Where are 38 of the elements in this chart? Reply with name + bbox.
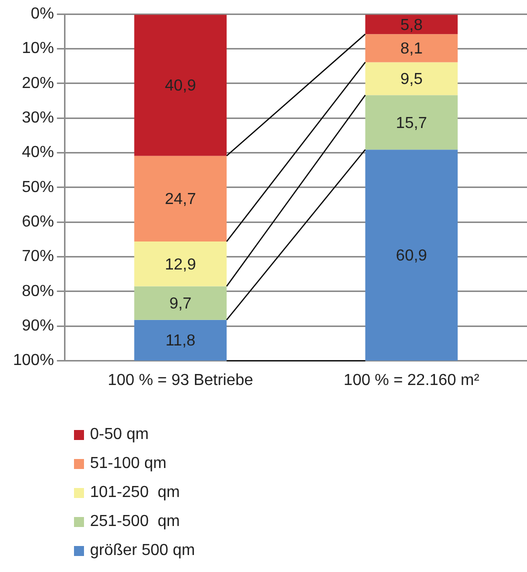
bar <box>365 14 458 34</box>
y-tick-label: 30% <box>22 109 54 126</box>
data-label: 40,9 <box>164 78 196 95</box>
bar <box>134 286 227 320</box>
y-tick-label: 100% <box>13 352 54 370</box>
bar <box>365 62 458 96</box>
legend-label: 251-500 qm <box>90 512 180 530</box>
data-label: 11,8 <box>165 332 196 350</box>
bar <box>134 156 227 242</box>
x-tick-label: 100 % = 22.160 m² <box>344 372 480 389</box>
y-tick-label: 70% <box>22 248 54 266</box>
legend-label: 0-50 qm <box>90 426 149 444</box>
data-label: 24,7 <box>164 191 196 208</box>
data-label: 8,1 <box>400 40 423 58</box>
y-tick-label: 20% <box>22 74 54 92</box>
x-tick-label: 100 % = 93 Betriebe <box>108 372 254 389</box>
bar <box>134 14 227 156</box>
data-label: 15,7 <box>396 114 428 132</box>
bar <box>365 34 458 62</box>
y-tick-label: 40% <box>22 144 54 162</box>
data-label: 9,7 <box>169 295 192 312</box>
data-label: 12,9 <box>164 256 196 274</box>
y-tick-label: 60% <box>22 213 54 230</box>
bar <box>365 95 458 150</box>
y-tick-label: 90% <box>22 318 54 335</box>
bar <box>134 242 227 286</box>
legend-label: größer 500 qm <box>90 542 195 560</box>
bar <box>365 150 458 361</box>
data-label: 60,9 <box>396 248 428 265</box>
y-tick-label: 10% <box>22 40 54 58</box>
y-tick-label: 80% <box>22 282 54 300</box>
data-label: 5,8 <box>400 16 423 34</box>
y-tick-label: 0% <box>30 5 54 22</box>
legend-label: 51-100 qm <box>90 454 166 472</box>
bar <box>134 320 227 361</box>
legend-label: 101-250 qm <box>90 484 180 502</box>
y-tick-label: 50% <box>22 178 54 196</box>
data-label: 9,5 <box>400 71 423 88</box>
